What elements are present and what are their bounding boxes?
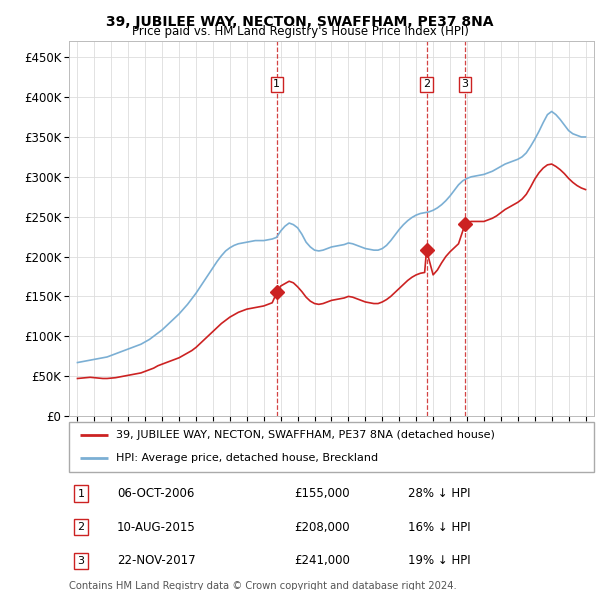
Text: 39, JUBILEE WAY, NECTON, SWAFFHAM, PE37 8NA: 39, JUBILEE WAY, NECTON, SWAFFHAM, PE37 … xyxy=(106,15,494,29)
Text: 06-OCT-2006: 06-OCT-2006 xyxy=(117,487,194,500)
Text: 1: 1 xyxy=(77,489,85,499)
Text: HPI: Average price, detached house, Breckland: HPI: Average price, detached house, Brec… xyxy=(116,454,379,464)
Text: 3: 3 xyxy=(461,80,469,89)
Text: £208,000: £208,000 xyxy=(294,520,350,534)
Text: £241,000: £241,000 xyxy=(294,554,350,568)
FancyBboxPatch shape xyxy=(69,422,594,472)
Text: Contains HM Land Registry data © Crown copyright and database right 2024.: Contains HM Land Registry data © Crown c… xyxy=(69,581,457,590)
Text: 2: 2 xyxy=(77,522,85,532)
Text: 39, JUBILEE WAY, NECTON, SWAFFHAM, PE37 8NA (detached house): 39, JUBILEE WAY, NECTON, SWAFFHAM, PE37 … xyxy=(116,430,495,440)
Text: 19% ↓ HPI: 19% ↓ HPI xyxy=(408,554,470,568)
Text: 3: 3 xyxy=(77,556,85,566)
Text: 16% ↓ HPI: 16% ↓ HPI xyxy=(408,520,470,534)
Text: 2: 2 xyxy=(423,80,430,89)
Text: 28% ↓ HPI: 28% ↓ HPI xyxy=(408,487,470,500)
Text: 22-NOV-2017: 22-NOV-2017 xyxy=(117,554,196,568)
Text: 10-AUG-2015: 10-AUG-2015 xyxy=(117,520,196,534)
Text: 1: 1 xyxy=(273,80,280,89)
Text: Price paid vs. HM Land Registry's House Price Index (HPI): Price paid vs. HM Land Registry's House … xyxy=(131,25,469,38)
Text: £155,000: £155,000 xyxy=(294,487,350,500)
